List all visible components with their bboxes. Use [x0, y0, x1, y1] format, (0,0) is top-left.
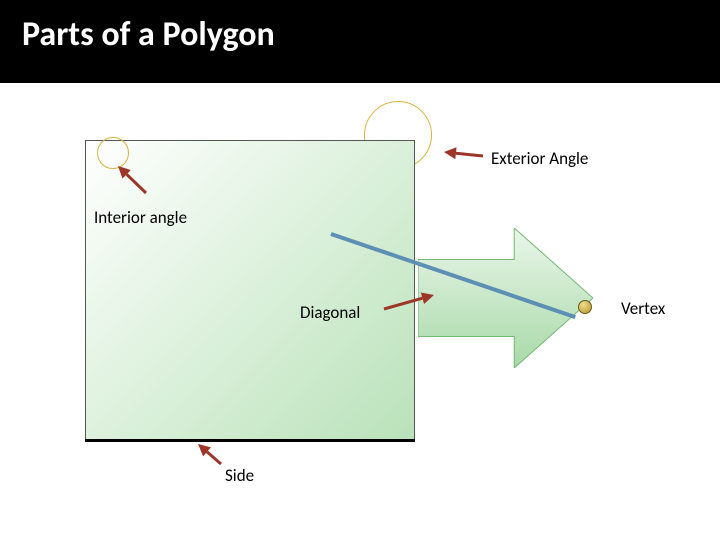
diagonal-arrow	[384, 298, 422, 309]
diagonal-arrow-head	[421, 292, 434, 304]
exterior-arrow-head	[444, 147, 457, 159]
interior-arrow	[127, 174, 146, 193]
exterior-arrow	[456, 153, 483, 156]
indicator-arrows	[0, 0, 720, 540]
side-arrow	[207, 452, 221, 464]
diagram-stage: Exterior Angle Interior angle Diagonal S…	[0, 0, 720, 540]
